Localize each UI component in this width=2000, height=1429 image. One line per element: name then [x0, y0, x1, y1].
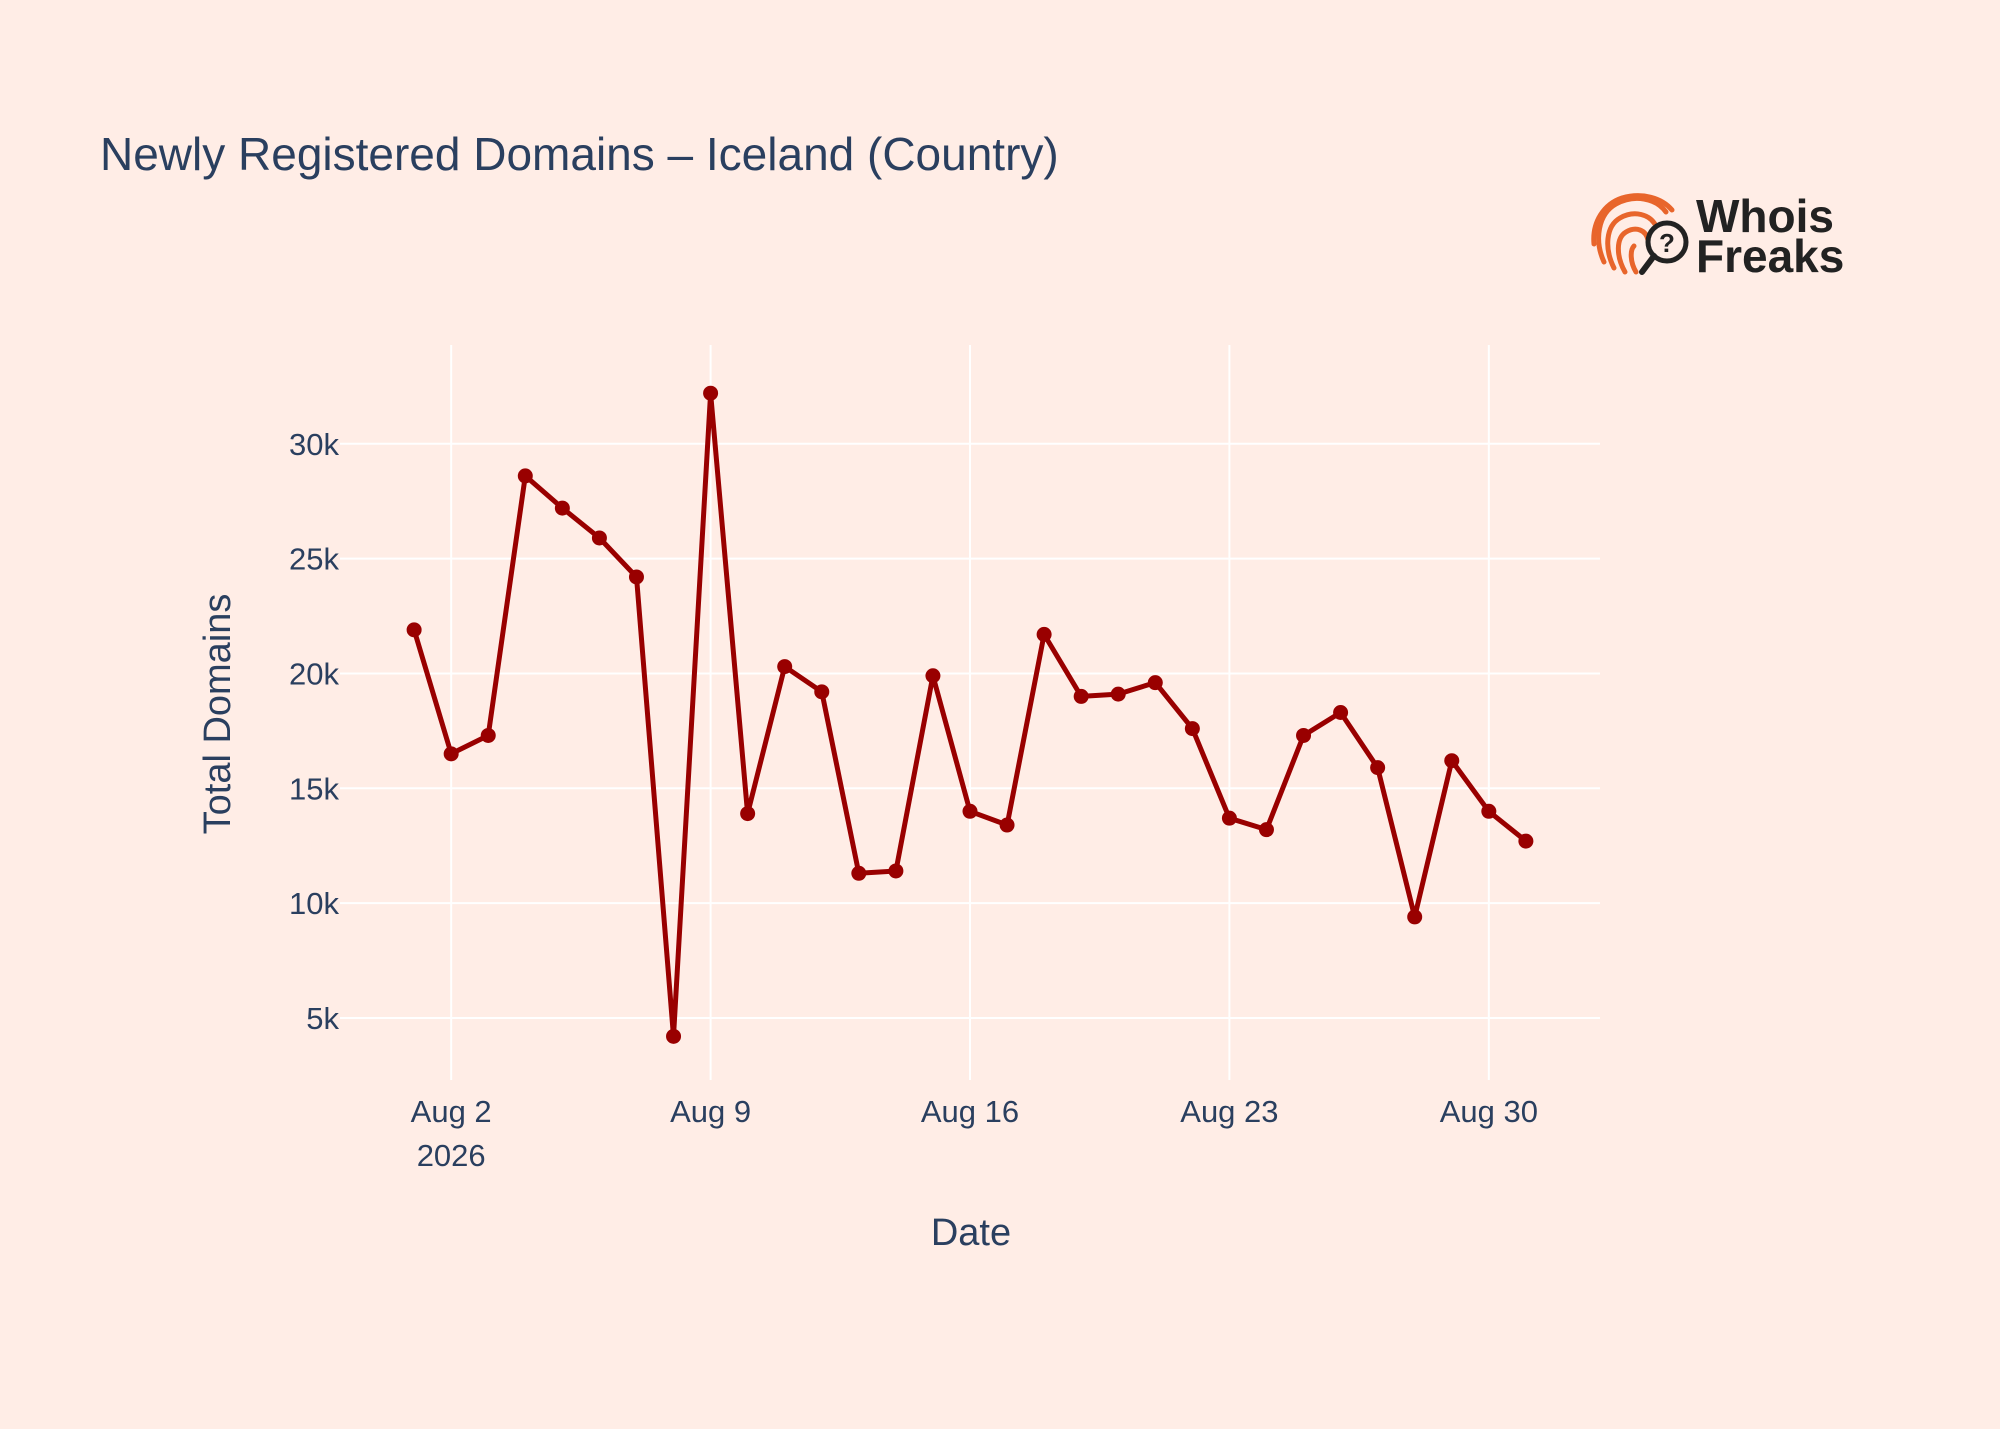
data-point — [406, 622, 422, 638]
data-point — [1221, 810, 1237, 826]
data-point — [1481, 803, 1497, 819]
data-point — [814, 684, 830, 700]
data-point — [777, 659, 793, 675]
data-point — [666, 1028, 682, 1044]
x-tick-label: Aug 16 — [921, 1094, 1019, 1129]
fingerprint-icon — [1591, 193, 1675, 275]
data-point — [703, 385, 719, 401]
logo-text-whois: Whois — [1696, 190, 1834, 242]
chart-title: Newly Registered Domains – Iceland (Coun… — [100, 128, 1059, 180]
y-gridlines — [340, 442, 1600, 1019]
magnifier-question-icon: ? — [1639, 220, 1689, 275]
y-tick-label: 30k — [289, 427, 339, 462]
data-point — [1073, 688, 1089, 704]
data-point — [1518, 833, 1534, 849]
x-tick-label: Aug 9 — [670, 1094, 751, 1129]
x-tick-labels: Aug 2 2026 Aug 9 Aug 16 Aug 23 Aug 30 — [411, 1094, 1538, 1173]
y-tick-label: 25k — [289, 542, 339, 577]
data-point — [1407, 909, 1423, 925]
data-point — [480, 727, 496, 743]
x-axis-title: Date — [931, 1212, 1011, 1254]
data-point — [628, 569, 644, 585]
data-point — [1110, 686, 1126, 702]
data-point — [999, 817, 1015, 833]
data-point — [740, 806, 756, 822]
whoisfreaks-logo: ? Whois Freaks — [1591, 190, 1844, 282]
y-tick-label: 10k — [289, 886, 339, 921]
data-point — [1036, 626, 1052, 642]
x-tick-label: Aug 23 — [1180, 1094, 1278, 1129]
data-point — [517, 468, 533, 484]
y-tick-label: 20k — [289, 656, 339, 691]
y-axis-title: Total Domains — [197, 594, 239, 835]
data-point — [1184, 721, 1200, 737]
data-point — [1370, 760, 1386, 776]
logo-text-freaks: Freaks — [1696, 230, 1844, 282]
data-point — [925, 668, 941, 684]
data-point — [554, 500, 570, 516]
x-tick-label: Aug 30 — [1440, 1094, 1538, 1129]
y-tick-label: 15k — [289, 771, 339, 806]
y-tick-labels: 5k 10k 15k 20k 25k 30k — [289, 427, 339, 1036]
data-point — [1258, 822, 1274, 838]
x-tick-sublabel: 2026 — [417, 1138, 486, 1173]
data-point — [1333, 705, 1349, 720]
x-tick-label: Aug 2 — [411, 1094, 492, 1129]
data-point — [888, 863, 904, 879]
data-point — [591, 530, 607, 546]
svg-text:?: ? — [1659, 228, 1675, 258]
x-gridlines — [450, 345, 1490, 1080]
series-points — [406, 385, 1534, 1044]
data-point — [443, 746, 459, 762]
data-point — [1444, 753, 1460, 769]
data-point — [962, 803, 978, 819]
data-point — [1147, 675, 1163, 691]
data-point — [851, 865, 867, 881]
data-point — [1296, 727, 1312, 743]
y-tick-label: 5k — [306, 1001, 339, 1036]
